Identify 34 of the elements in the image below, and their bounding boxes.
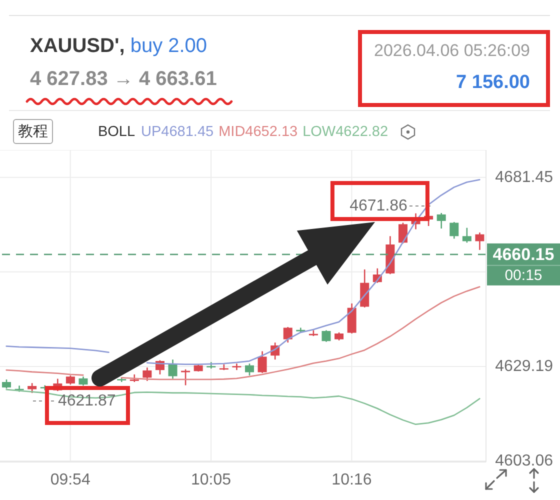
y-tick-label: 4681.45 xyxy=(495,168,554,186)
chart-title: XAUUSD', buy 2.00 xyxy=(30,35,208,57)
x-tick-label: 10:05 xyxy=(191,472,232,488)
candlestick xyxy=(398,222,408,244)
y-tick-label: 4603.06 xyxy=(495,452,554,470)
candlestick xyxy=(28,382,37,394)
candlestick xyxy=(322,330,331,342)
text: UP4681.45 xyxy=(141,123,214,142)
text: 00:15 xyxy=(504,266,542,284)
highlight-frame: 2026.04.06 05:26:09 7 156.00 xyxy=(358,30,550,107)
button: 教程 xyxy=(13,119,53,144)
text: LOW4622.82 xyxy=(302,123,388,142)
x-tick-label: 09:54 xyxy=(50,472,90,488)
candlestick xyxy=(168,358,178,380)
legend-title: BOLL xyxy=(98,123,136,142)
x-tick-label: 10:16 xyxy=(332,472,372,488)
chart-subtitle: 4 627.83 → 4 663.61 xyxy=(30,67,217,92)
candlestick xyxy=(436,212,446,230)
text: MID4652.13 xyxy=(218,123,298,142)
candlestick xyxy=(245,362,254,376)
line-series xyxy=(6,388,480,426)
candlestick xyxy=(2,378,11,390)
candlestick xyxy=(462,227,472,244)
annotation: 4621.87 xyxy=(58,392,116,410)
annotation: 4671.86 xyxy=(350,198,408,215)
candlestick xyxy=(475,232,484,251)
candlestick xyxy=(66,374,75,386)
candlestick xyxy=(142,366,152,382)
candlestick xyxy=(78,376,88,386)
candlestick xyxy=(258,350,267,374)
candlestick xyxy=(283,326,292,344)
candlestick xyxy=(450,221,459,240)
ref-line-label: 4660.15 xyxy=(492,244,554,264)
y-tick-label: 4629.19 xyxy=(495,358,554,375)
